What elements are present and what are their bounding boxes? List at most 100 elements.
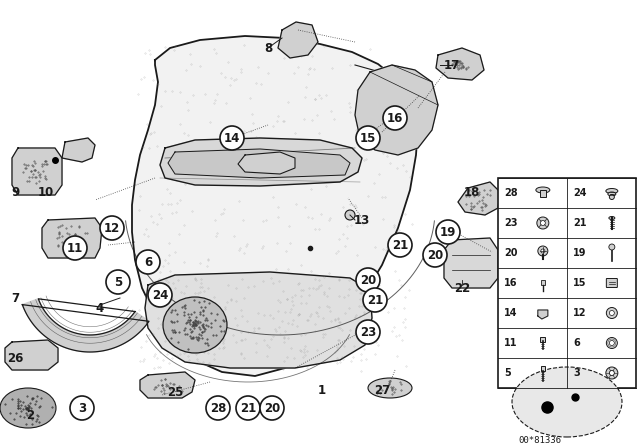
Circle shape bbox=[136, 250, 160, 274]
Text: 20: 20 bbox=[264, 401, 280, 414]
Text: 23: 23 bbox=[504, 218, 518, 228]
Circle shape bbox=[220, 126, 244, 150]
Ellipse shape bbox=[512, 367, 622, 437]
Text: 16: 16 bbox=[387, 112, 403, 125]
Polygon shape bbox=[42, 218, 102, 258]
Circle shape bbox=[356, 320, 380, 344]
Polygon shape bbox=[238, 152, 295, 174]
Polygon shape bbox=[538, 310, 548, 319]
Circle shape bbox=[356, 126, 380, 150]
Text: 5: 5 bbox=[114, 276, 122, 289]
Text: 11: 11 bbox=[67, 241, 83, 254]
Circle shape bbox=[537, 217, 549, 229]
Text: 14: 14 bbox=[504, 308, 518, 318]
Circle shape bbox=[100, 216, 124, 240]
FancyBboxPatch shape bbox=[541, 366, 545, 371]
Text: 6: 6 bbox=[573, 338, 580, 348]
Text: 19: 19 bbox=[440, 225, 456, 238]
Text: 1: 1 bbox=[318, 383, 326, 396]
Polygon shape bbox=[5, 340, 58, 370]
Circle shape bbox=[206, 396, 230, 420]
FancyBboxPatch shape bbox=[540, 336, 545, 341]
Polygon shape bbox=[355, 65, 438, 155]
Text: 3: 3 bbox=[78, 401, 86, 414]
Circle shape bbox=[606, 337, 618, 349]
Circle shape bbox=[609, 310, 614, 315]
Text: 10: 10 bbox=[38, 185, 54, 198]
Ellipse shape bbox=[536, 187, 550, 193]
Circle shape bbox=[356, 268, 380, 292]
Circle shape bbox=[540, 220, 545, 225]
Text: 11: 11 bbox=[504, 338, 518, 348]
Circle shape bbox=[106, 270, 130, 294]
Text: 12: 12 bbox=[104, 221, 120, 234]
FancyBboxPatch shape bbox=[498, 178, 636, 388]
Text: 23: 23 bbox=[360, 326, 376, 339]
Circle shape bbox=[436, 220, 460, 244]
Polygon shape bbox=[145, 272, 372, 368]
Circle shape bbox=[383, 106, 407, 130]
FancyBboxPatch shape bbox=[606, 279, 618, 288]
Ellipse shape bbox=[368, 378, 412, 398]
FancyBboxPatch shape bbox=[540, 190, 546, 197]
Ellipse shape bbox=[0, 388, 56, 428]
Ellipse shape bbox=[608, 192, 616, 196]
Polygon shape bbox=[168, 149, 350, 178]
Text: 7: 7 bbox=[11, 292, 19, 305]
Polygon shape bbox=[444, 238, 498, 288]
FancyBboxPatch shape bbox=[541, 280, 545, 285]
Polygon shape bbox=[22, 299, 149, 352]
Polygon shape bbox=[436, 48, 484, 80]
Ellipse shape bbox=[163, 297, 227, 353]
Text: 3: 3 bbox=[573, 368, 580, 378]
Text: 5: 5 bbox=[504, 368, 511, 378]
Circle shape bbox=[423, 243, 447, 267]
Text: 28: 28 bbox=[210, 401, 226, 414]
Polygon shape bbox=[132, 36, 418, 376]
Text: 20: 20 bbox=[360, 273, 376, 287]
Circle shape bbox=[609, 244, 615, 250]
Ellipse shape bbox=[606, 189, 618, 194]
Text: 20: 20 bbox=[427, 249, 443, 262]
Circle shape bbox=[63, 236, 87, 260]
Polygon shape bbox=[160, 138, 362, 186]
Text: 21: 21 bbox=[392, 238, 408, 251]
Text: 20: 20 bbox=[504, 248, 518, 258]
Text: 15: 15 bbox=[360, 132, 376, 145]
Text: 21: 21 bbox=[240, 401, 256, 414]
Text: 9: 9 bbox=[12, 185, 20, 198]
Text: 2: 2 bbox=[26, 409, 34, 422]
Text: 28: 28 bbox=[504, 188, 518, 198]
Text: 25: 25 bbox=[167, 385, 183, 399]
Text: 14: 14 bbox=[224, 132, 240, 145]
Text: 16: 16 bbox=[504, 278, 518, 288]
Ellipse shape bbox=[609, 194, 614, 199]
Circle shape bbox=[609, 370, 614, 375]
Polygon shape bbox=[62, 138, 95, 162]
Text: 21: 21 bbox=[573, 218, 586, 228]
Text: 00*81336: 00*81336 bbox=[518, 435, 561, 444]
Circle shape bbox=[606, 307, 618, 319]
Text: 13: 13 bbox=[354, 214, 370, 227]
Text: 19: 19 bbox=[573, 248, 586, 258]
Text: 26: 26 bbox=[7, 352, 23, 365]
Text: 8: 8 bbox=[264, 42, 272, 55]
Text: 24: 24 bbox=[573, 188, 586, 198]
Circle shape bbox=[538, 246, 548, 256]
Circle shape bbox=[148, 283, 172, 307]
Circle shape bbox=[236, 396, 260, 420]
Text: 18: 18 bbox=[464, 185, 480, 198]
Text: 6: 6 bbox=[144, 255, 152, 268]
Circle shape bbox=[363, 288, 387, 312]
Text: 17: 17 bbox=[444, 59, 460, 72]
Polygon shape bbox=[140, 372, 195, 398]
Polygon shape bbox=[12, 148, 62, 195]
Text: 12: 12 bbox=[573, 308, 586, 318]
Circle shape bbox=[345, 210, 355, 220]
Polygon shape bbox=[458, 182, 500, 215]
Text: 21: 21 bbox=[367, 293, 383, 306]
Polygon shape bbox=[278, 22, 318, 58]
Text: 15: 15 bbox=[573, 278, 586, 288]
Text: 4: 4 bbox=[96, 302, 104, 314]
Circle shape bbox=[70, 396, 94, 420]
